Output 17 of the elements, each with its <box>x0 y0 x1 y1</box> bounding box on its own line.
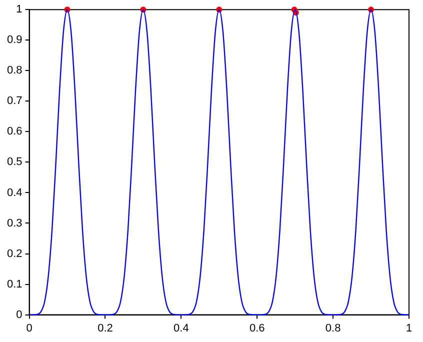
y-tick-label: 1 <box>16 4 22 16</box>
x-tick-label: 0.8 <box>325 322 341 334</box>
y-tick-label: 0 <box>16 308 22 321</box>
x-tick-label: 0 <box>26 322 32 334</box>
x-tick-label: 0.2 <box>98 322 113 334</box>
y-tick-label: 0.9 <box>6 34 22 46</box>
y-tick-label: 0.3 <box>6 217 22 230</box>
x-tick-label: 0.6 <box>249 322 265 334</box>
x-tick-label: 0.4 <box>174 322 189 334</box>
y-tick-label: 0.4 <box>6 186 22 199</box>
y-tick-label: 0.5 <box>6 156 22 168</box>
y-tick-label: 0.6 <box>6 126 22 138</box>
y-tick-label: 0.1 <box>6 278 22 290</box>
y-tick-label: 0.2 <box>6 248 22 260</box>
x-tick-label: 1 <box>406 322 412 334</box>
y-tick-label: 0.7 <box>6 95 22 108</box>
y-tick-label: 0.8 <box>6 64 22 77</box>
